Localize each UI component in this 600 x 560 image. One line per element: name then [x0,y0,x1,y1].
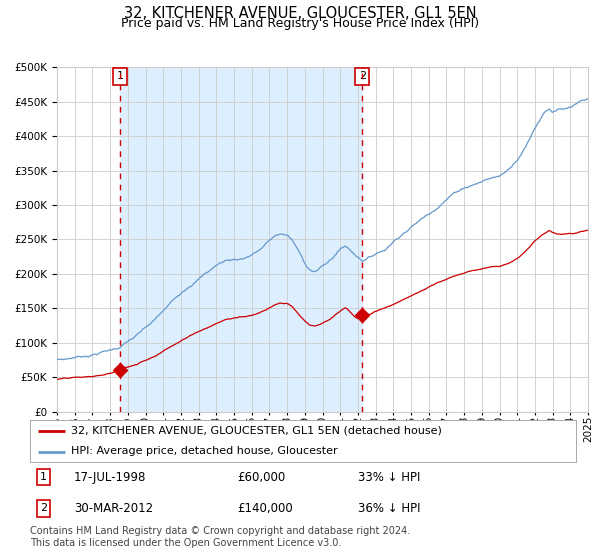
Text: Contains HM Land Registry data © Crown copyright and database right 2024.
This d: Contains HM Land Registry data © Crown c… [30,526,410,548]
Text: 17-JUL-1998: 17-JUL-1998 [74,470,146,484]
Text: 36% ↓ HPI: 36% ↓ HPI [358,502,420,515]
Text: 2: 2 [40,503,47,514]
Text: 33% ↓ HPI: 33% ↓ HPI [358,470,420,484]
Text: 1: 1 [116,71,124,81]
Text: 32, KITCHENER AVENUE, GLOUCESTER, GL1 5EN (detached house): 32, KITCHENER AVENUE, GLOUCESTER, GL1 5E… [71,426,442,436]
Text: £140,000: £140,000 [238,502,293,515]
Text: 1: 1 [40,472,47,482]
Text: HPI: Average price, detached house, Gloucester: HPI: Average price, detached house, Glou… [71,446,338,456]
Text: Price paid vs. HM Land Registry's House Price Index (HPI): Price paid vs. HM Land Registry's House … [121,17,479,30]
Text: 32, KITCHENER AVENUE, GLOUCESTER, GL1 5EN: 32, KITCHENER AVENUE, GLOUCESTER, GL1 5E… [124,6,476,21]
Bar [120,67,362,412]
Text: 2: 2 [359,71,366,81]
Text: 30-MAR-2012: 30-MAR-2012 [74,502,153,515]
Text: £60,000: £60,000 [238,470,286,484]
